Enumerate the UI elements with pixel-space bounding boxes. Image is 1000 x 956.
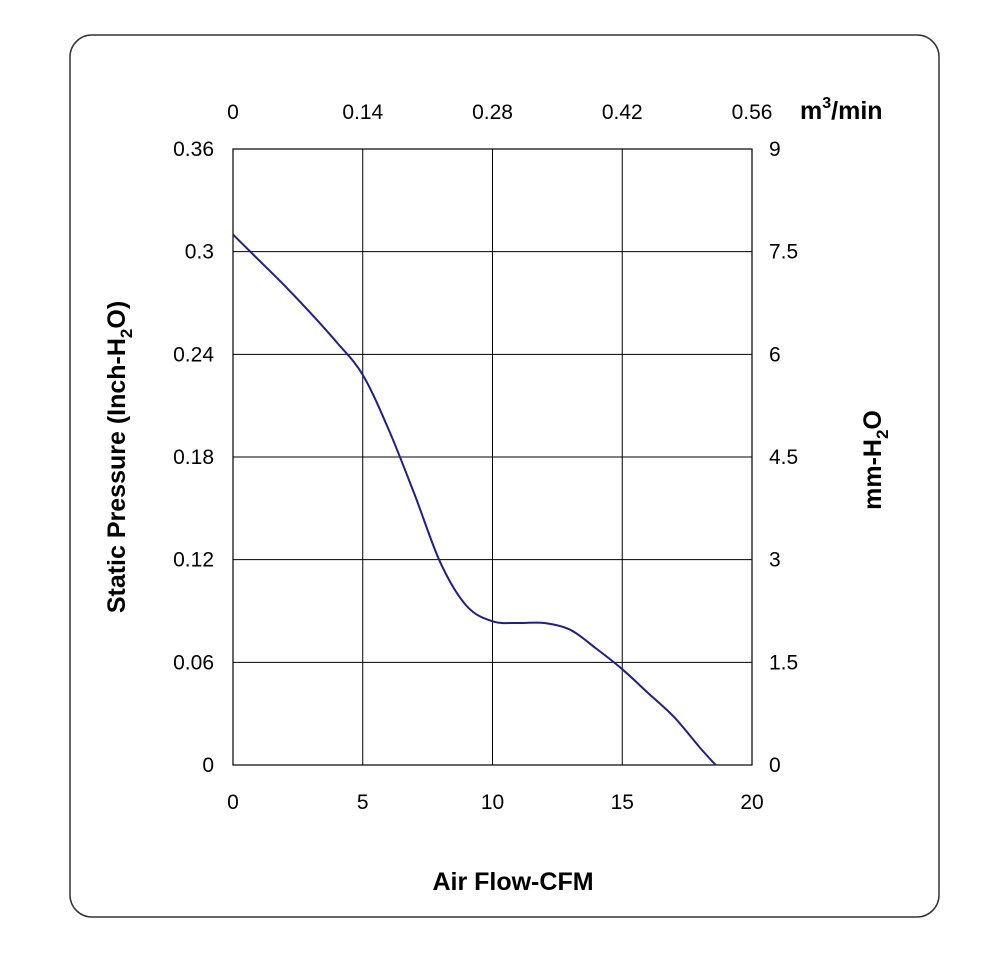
y-tick-label: 0.06 xyxy=(173,651,214,674)
y2-title-subscript: 2 xyxy=(873,430,892,439)
y2-tick-label: 0 xyxy=(769,754,781,777)
y-title-base: Static Pressure (Inch-H xyxy=(103,338,131,613)
y-tick-label: 0.36 xyxy=(173,138,214,161)
x2-unit-base: m xyxy=(800,97,822,125)
y2-tick-label: 9 xyxy=(769,138,781,161)
pressure-curve xyxy=(232,233,717,766)
y-tick-label: 0.24 xyxy=(173,343,214,366)
y2-tick-label: 6 xyxy=(769,343,781,366)
chart-border xyxy=(69,34,940,918)
y2-axis-title: mm-H2O xyxy=(859,410,892,510)
y2-tick-label: 1.5 xyxy=(769,651,798,674)
x2-tick-label: 0.42 xyxy=(602,101,643,124)
x-tick-label: 0 xyxy=(227,791,239,814)
y-tick-label: 0.3 xyxy=(185,241,214,264)
tick-labels: 0 5 10 15 20 0 0.14 0.28 0.42 0.56 0 0.06 0.12 0.18 0.… xyxy=(173,101,798,814)
y-tick-label: 0 xyxy=(202,754,214,777)
series-layer xyxy=(232,233,717,766)
y-tick-label: 0.12 xyxy=(173,549,214,572)
x-tick-label: 5 xyxy=(357,791,369,814)
x2-tick-label: 0.56 xyxy=(732,101,773,124)
x-axis-title: Air Flow-CFM xyxy=(432,868,593,896)
y-title-rest: O) xyxy=(103,301,131,329)
x2-tick-label: 0.28 xyxy=(472,101,513,124)
y2-tick-label: 7.5 xyxy=(769,241,798,264)
x2-unit-superscript: 3 xyxy=(822,95,831,112)
x2-tick-label: 0.14 xyxy=(342,101,383,124)
y2-tick-label: 4.5 xyxy=(769,446,798,469)
x2-unit-rest: /min xyxy=(831,97,882,125)
y2-title-rest: O xyxy=(859,410,887,429)
y2-title-base: mm-H xyxy=(859,439,887,510)
x2-axis-unit: m3/min xyxy=(800,95,883,125)
y2-tick-label: 3 xyxy=(769,549,781,572)
x-tick-label: 20 xyxy=(740,791,763,814)
x-tick-label: 10 xyxy=(481,791,504,814)
y-tick-label: 0.18 xyxy=(173,446,214,469)
x-tick-label: 15 xyxy=(611,791,634,814)
y-title-subscript: 2 xyxy=(117,329,136,338)
x2-tick-label: 0 xyxy=(227,101,239,124)
plot-area xyxy=(232,148,753,766)
y-axis-title: Static Pressure (Inch-H2O) xyxy=(103,301,136,613)
